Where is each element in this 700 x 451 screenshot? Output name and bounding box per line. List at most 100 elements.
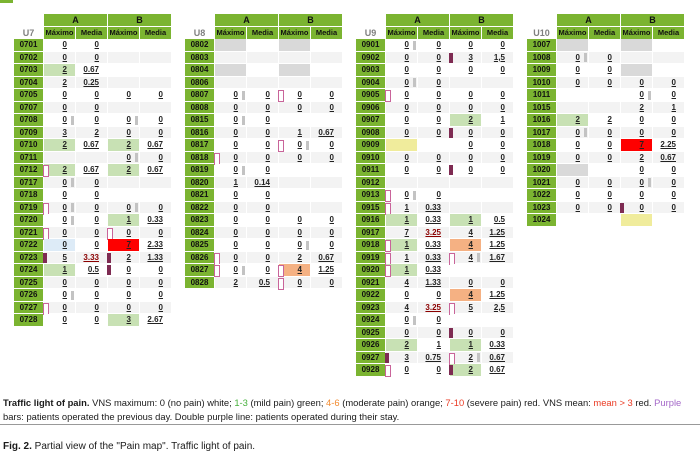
value-text: 0.67	[147, 140, 163, 149]
value-cell: 2	[43, 164, 75, 177]
value-text: 1.25	[489, 240, 505, 249]
value-cell: 0	[44, 289, 75, 302]
value-text: 0	[671, 127, 676, 137]
value-text: 0	[436, 115, 441, 124]
column-group-header-b: B	[621, 14, 684, 27]
value-text: 0	[126, 290, 131, 299]
value-text: 0.67	[83, 65, 99, 74]
value-cell	[140, 64, 171, 77]
column-group-header-a: A	[557, 14, 620, 27]
value-cell: 0	[247, 139, 278, 152]
value-cell: 2.25	[653, 139, 684, 152]
value-cell: 3	[449, 51, 481, 64]
value-cell: 0	[247, 101, 278, 114]
value-cell: 0	[450, 89, 481, 102]
value-cell: 0	[76, 89, 107, 102]
value-cell: 1.25	[311, 264, 342, 277]
row-label: 0708	[14, 114, 43, 127]
value-text: 1	[468, 215, 473, 224]
value-cell: 0	[76, 314, 107, 327]
value-text: 0	[607, 52, 612, 62]
value-cell: 0	[215, 114, 246, 127]
value-cell: 0.67	[482, 351, 513, 364]
value-text: 0.75	[425, 352, 441, 362]
row-label: 0705	[14, 89, 43, 102]
row-label: 0903	[356, 64, 385, 77]
value-cell: 3.25	[418, 226, 449, 239]
value-cell: 0	[653, 176, 684, 189]
value-cell	[311, 201, 342, 214]
value-text: 0	[500, 327, 505, 337]
value-cell: 2	[44, 139, 75, 152]
value-cell: 0	[76, 176, 107, 189]
value-text: 0	[607, 65, 612, 74]
sub-header-b-media: Media	[653, 27, 684, 39]
value-text: 0	[436, 90, 441, 99]
value-text: 2	[233, 277, 238, 287]
value-text: 2.67	[147, 315, 163, 324]
value-text: 0	[265, 115, 270, 124]
value-cell: 0	[653, 164, 684, 177]
pain-table-u10: A B U10 Máximo Media Máximo Media 1007 1008 0 0 100…	[527, 14, 684, 227]
value-text: 1	[404, 202, 409, 212]
value-cell	[311, 164, 342, 177]
value-text: 1.25	[318, 265, 334, 274]
value-text: 0	[607, 177, 612, 187]
value-cell: 0	[76, 114, 107, 127]
value-cell: 0	[140, 114, 171, 127]
value-text: 0	[297, 102, 302, 112]
value-cell	[482, 176, 513, 189]
value-text: 0	[404, 40, 409, 49]
operated-solid-bar	[449, 165, 453, 175]
value-cell: 0.75	[418, 351, 449, 364]
value-text: 0	[468, 102, 473, 112]
value-cell	[215, 76, 246, 89]
value-cell: 0	[589, 201, 620, 214]
value-cell: 0	[557, 201, 588, 214]
value-cell: 0	[214, 151, 246, 165]
value-text: 0.25	[83, 77, 99, 87]
value-cell	[140, 76, 171, 89]
value-text: 0	[233, 190, 238, 199]
row-label: 1022	[527, 189, 556, 202]
value-text: 3	[126, 315, 131, 324]
unit-label: U9	[356, 27, 385, 39]
value-cell	[589, 214, 620, 227]
value-cell: 0.67	[140, 164, 171, 177]
value-cell: 0	[589, 51, 620, 64]
legend-segment: bars: patients operated the previous day…	[3, 411, 400, 423]
value-text: 0	[158, 127, 163, 137]
value-cell	[279, 189, 310, 202]
value-text: 0	[62, 202, 67, 212]
value-text: 0	[94, 102, 99, 112]
value-cell: 0	[140, 126, 171, 139]
value-cell: 0	[653, 126, 684, 139]
value-text: 0	[265, 127, 270, 137]
value-text: 0	[233, 227, 238, 237]
row-label: 0719	[14, 201, 43, 214]
value-text: 0	[404, 152, 409, 162]
operated-outline-marker	[449, 302, 455, 315]
unit-label: U10	[527, 27, 556, 39]
value-text: 0	[297, 227, 302, 237]
value-cell: 2	[107, 251, 139, 264]
value-cell	[140, 189, 171, 202]
value-text: 0	[639, 127, 644, 137]
row-label: 0922	[356, 289, 385, 302]
value-text: 0	[62, 227, 67, 237]
row-label: 0908	[356, 126, 385, 139]
value-text: 1.67	[489, 252, 505, 262]
value-text: 0	[671, 177, 676, 187]
value-cell: 0	[418, 326, 449, 339]
value-cell	[247, 51, 278, 64]
value-cell: 0	[386, 326, 417, 339]
value-cell: 0	[385, 364, 417, 377]
value-cell: 2.67	[140, 314, 171, 327]
value-cell: 0	[589, 76, 620, 89]
value-text: 0	[468, 165, 473, 174]
value-text: 0	[639, 177, 644, 187]
value-cell: 0	[621, 176, 652, 189]
value-text: 0	[265, 202, 270, 212]
value-cell: 0	[247, 114, 278, 127]
value-text: 0	[575, 127, 580, 137]
